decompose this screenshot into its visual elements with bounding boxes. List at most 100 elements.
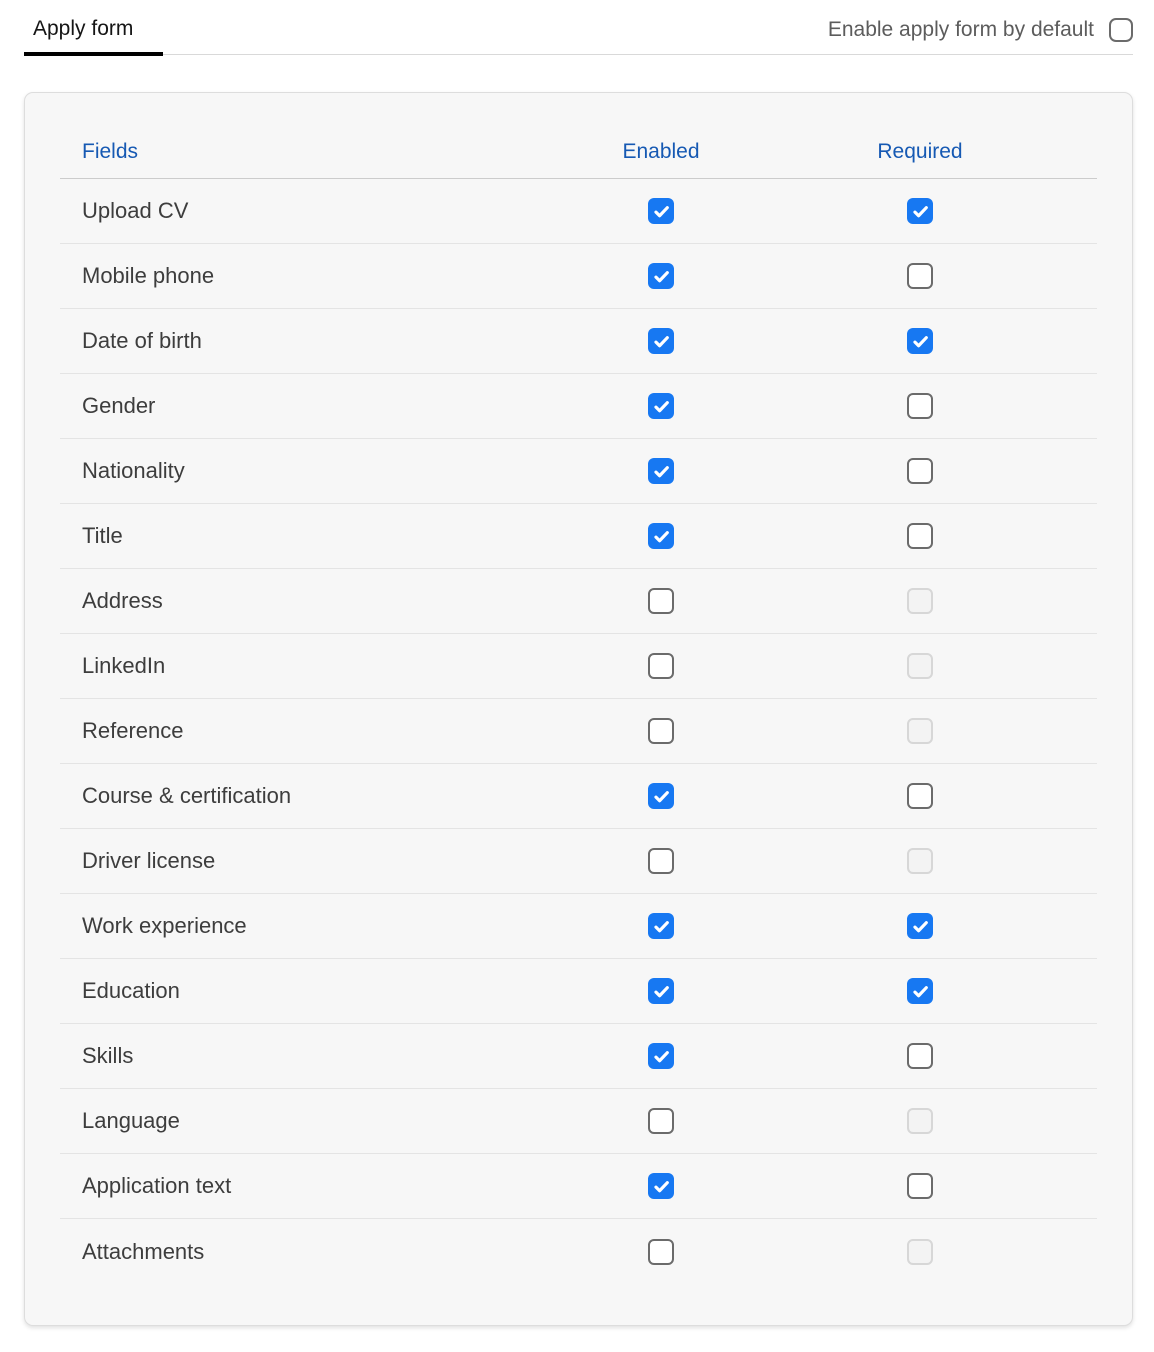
check-icon [912, 335, 928, 347]
enabled-cell [579, 198, 743, 224]
enabled-checkbox-work-experience[interactable] [648, 913, 674, 939]
enabled-checkbox-mobile-phone[interactable] [648, 263, 674, 289]
enabled-cell [579, 1043, 743, 1069]
table-row-reference: Reference [60, 699, 1097, 764]
check-icon [653, 205, 669, 217]
required-checkbox-upload-cv[interactable] [907, 198, 933, 224]
check-icon [653, 985, 669, 997]
enabled-cell [579, 393, 743, 419]
column-header-enabled: Enabled [622, 140, 700, 163]
enabled-cell [579, 458, 743, 484]
check-icon [653, 335, 669, 347]
enabled-checkbox-address[interactable] [648, 588, 674, 614]
table-row-title: Title [60, 504, 1097, 569]
enabled-checkbox-skills[interactable] [648, 1043, 674, 1069]
required-checkbox-title[interactable] [907, 523, 933, 549]
enabled-cell [579, 1108, 743, 1134]
enabled-checkbox-education[interactable] [648, 978, 674, 1004]
required-cell [743, 1173, 1097, 1199]
required-cell [743, 198, 1097, 224]
required-checkbox-reference [907, 718, 933, 744]
required-checkbox-nationality[interactable] [907, 458, 933, 484]
enabled-checkbox-application-text[interactable] [648, 1173, 674, 1199]
field-label-education: Education [82, 978, 180, 1003]
table-row-nationality: Nationality [60, 439, 1097, 504]
required-cell [743, 1238, 1097, 1265]
field-label-application-text: Application text [82, 1173, 232, 1198]
enabled-checkbox-driver-license[interactable] [648, 848, 674, 874]
check-icon [653, 1180, 669, 1192]
table-row-education: Education [60, 959, 1097, 1024]
field-label-title: Title [82, 523, 123, 548]
field-label-language: Language [82, 1108, 180, 1133]
table-row-skills: Skills [60, 1024, 1097, 1089]
required-checkbox-driver-license [907, 848, 933, 874]
column-header-fields: Fields [82, 140, 139, 163]
enabled-cell [579, 848, 743, 874]
enabled-cell [579, 523, 743, 549]
enabled-cell [579, 1173, 743, 1199]
check-icon [912, 920, 928, 932]
required-checkbox-skills[interactable] [907, 1043, 933, 1069]
field-label-course-certification: Course & certification [82, 783, 292, 808]
field-label-driver-license: Driver license [82, 848, 216, 873]
table-row-attachments: Attachments [60, 1219, 1097, 1284]
table-row-linkedin: LinkedIn [60, 634, 1097, 699]
field-label-skills: Skills [82, 1043, 134, 1068]
check-icon [653, 270, 669, 282]
enabled-checkbox-gender[interactable] [648, 393, 674, 419]
enabled-checkbox-course-certification[interactable] [648, 783, 674, 809]
field-label-attachments: Attachments [82, 1238, 205, 1264]
required-checkbox-course-certification[interactable] [907, 783, 933, 809]
field-label-date-of-birth: Date of birth [82, 328, 202, 353]
table-row-upload-cv: Upload CV [60, 179, 1097, 244]
enabled-cell [579, 978, 743, 1004]
field-label-reference: Reference [82, 718, 184, 743]
table-header-row: Fields Enabled Required [60, 93, 1097, 179]
field-label-mobile-phone: Mobile phone [82, 263, 215, 288]
required-cell [743, 848, 1097, 874]
check-icon [912, 985, 928, 997]
check-icon [653, 790, 669, 802]
enabled-cell [579, 263, 743, 289]
enabled-checkbox-language[interactable] [648, 1108, 674, 1134]
enabled-checkbox-linkedin[interactable] [648, 653, 674, 679]
required-checkbox-date-of-birth[interactable] [907, 328, 933, 354]
required-checkbox-mobile-phone[interactable] [907, 263, 933, 289]
required-cell [743, 328, 1097, 354]
enabled-checkbox-title[interactable] [648, 523, 674, 549]
table-row-gender: Gender [60, 374, 1097, 439]
table-row-mobile-phone: Mobile phone [60, 244, 1097, 309]
table-row-language: Language [60, 1089, 1097, 1154]
required-cell [743, 1043, 1097, 1069]
enabled-cell [579, 328, 743, 354]
field-label-address: Address [82, 588, 163, 613]
required-cell [743, 913, 1097, 939]
table-row-address: Address [60, 569, 1097, 634]
check-icon [653, 400, 669, 412]
field-label-gender: Gender [82, 393, 156, 418]
required-checkbox-gender[interactable] [907, 393, 933, 419]
enabled-cell [579, 718, 743, 744]
table-row-application-text: Application text [60, 1154, 1097, 1219]
enable-apply-form-checkbox[interactable] [1109, 18, 1133, 42]
enabled-checkbox-reference[interactable] [648, 718, 674, 744]
enabled-checkbox-date-of-birth[interactable] [648, 328, 674, 354]
enabled-checkbox-nationality[interactable] [648, 458, 674, 484]
required-cell [743, 393, 1097, 419]
field-label-upload-cv: Upload CV [82, 198, 189, 223]
required-checkbox-application-text[interactable] [907, 1173, 933, 1199]
required-cell [743, 978, 1097, 1004]
check-icon [653, 920, 669, 932]
enabled-checkbox-attachments[interactable] [648, 1238, 674, 1265]
required-cell [743, 653, 1097, 679]
tab-apply-form[interactable]: Apply form [24, 0, 164, 56]
field-label-nationality: Nationality [82, 458, 185, 483]
table-row-course-certification: Course & certification [60, 764, 1097, 829]
required-checkbox-work-experience[interactable] [907, 913, 933, 939]
required-checkbox-education[interactable] [907, 978, 933, 1004]
table-row-date-of-birth: Date of birth [60, 309, 1097, 374]
enabled-checkbox-upload-cv[interactable] [648, 198, 674, 224]
enabled-cell [579, 1238, 743, 1265]
check-icon [653, 1050, 669, 1062]
